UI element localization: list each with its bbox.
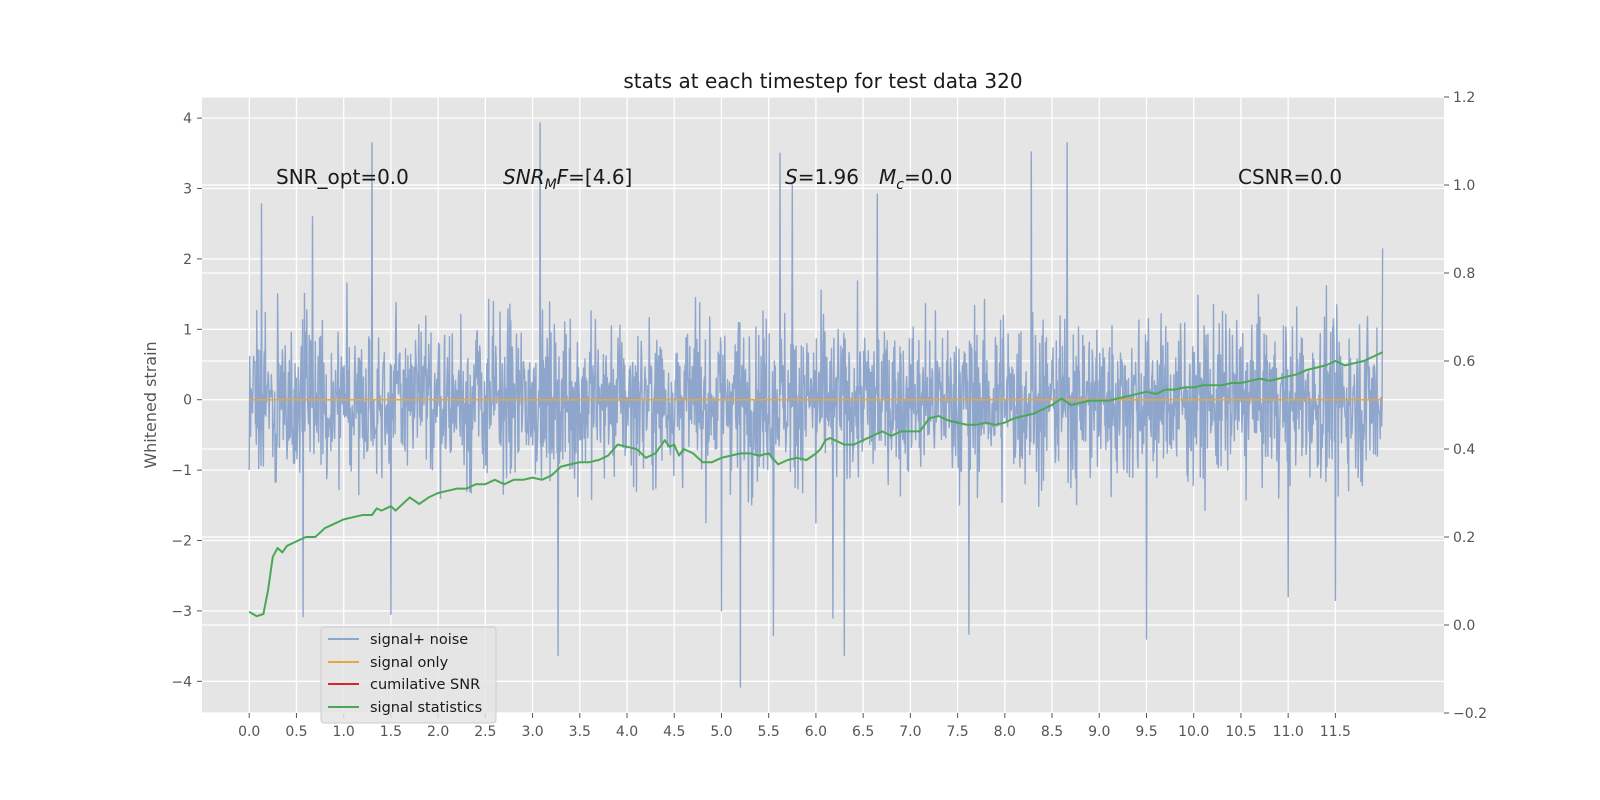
x-tick-label: 3.0 xyxy=(521,724,543,740)
x-tick-label: 10.5 xyxy=(1225,724,1256,740)
y-left-tick-label: −2 xyxy=(171,534,192,550)
signal-noise-line xyxy=(248,122,1384,688)
signal-statistics-line xyxy=(248,351,1384,618)
x-tick-label: 4.0 xyxy=(616,724,638,740)
x-tick-label: 1.0 xyxy=(333,724,355,740)
x-tick-label: 7.0 xyxy=(899,724,921,740)
x-tick-label: 9.0 xyxy=(1088,724,1110,740)
legend-label-signal-noise: signal+ noise xyxy=(370,632,468,648)
annotation-s: S=1.96 xyxy=(785,165,859,189)
x-tick-label: 11.5 xyxy=(1320,724,1351,740)
y-left-tick-label: −1 xyxy=(171,463,192,479)
y-right-tick-label: 1.2 xyxy=(1453,90,1475,106)
annotation-mc: Mc=0.0 xyxy=(879,165,953,193)
y-right-tick-label: 0.2 xyxy=(1453,530,1475,546)
annotation-csnr: CSNR=0.0 xyxy=(1238,165,1342,189)
y-axis-left-ticks: 4 3 2 1 0 −1 −2 −3 −4 xyxy=(171,111,202,690)
legend-label-signal-statistics: signal statistics xyxy=(370,700,482,716)
x-tick-label: 0.5 xyxy=(285,724,307,740)
x-tick-label: 8.0 xyxy=(994,724,1016,740)
annotation-snr-mf: SNRMF=[4.6] xyxy=(503,165,632,193)
x-tick-label: 2.0 xyxy=(427,724,449,740)
x-tick-label: 4.5 xyxy=(663,724,685,740)
x-tick-label: 9.5 xyxy=(1135,724,1157,740)
chart-title: stats at each timestep for test data 320 xyxy=(623,69,1022,93)
y-left-tick-label: 2 xyxy=(183,252,192,268)
x-axis-ticks: 0.0 0.5 1.0 1.5 2.0 2.5 3.0 3.5 4.0 4.5 5.0 5.5 6.0 6… xyxy=(238,713,1351,740)
y-right-tick-label: 0.4 xyxy=(1453,442,1475,458)
y-left-tick-label: 0 xyxy=(183,393,192,409)
y-axis-right-ticks: 1.2 1.0 0.8 0.6 0.4 0.2 0.0 −0.2 xyxy=(1444,90,1487,722)
legend: signal+ noise signal only cumilative SNR… xyxy=(320,626,497,724)
x-tick-label: 3.5 xyxy=(569,724,591,740)
y-right-tick-label: −0.2 xyxy=(1453,706,1487,722)
x-tick-label: 6.0 xyxy=(805,724,827,740)
y-left-tick-label: 1 xyxy=(183,322,192,338)
y-right-tick-label: 0.8 xyxy=(1453,266,1475,282)
y-left-tick-label: −3 xyxy=(171,604,192,620)
y-right-tick-label: 0.6 xyxy=(1453,354,1475,370)
y-left-tick-label: 4 xyxy=(183,111,192,127)
x-tick-label: 11.0 xyxy=(1273,724,1304,740)
legend-label-cumilative-snr: cumilative SNR xyxy=(370,677,480,693)
x-tick-label: 8.5 xyxy=(1041,724,1063,740)
y-right-tick-label: 1.0 xyxy=(1453,178,1475,194)
x-tick-label: 6.5 xyxy=(852,724,874,740)
annotation-snr-opt: SNR_opt=0.0 xyxy=(276,165,409,189)
series-signal-statistics xyxy=(248,351,1384,618)
x-tick-label: 5.0 xyxy=(710,724,732,740)
x-tick-label: 5.5 xyxy=(758,724,780,740)
legend-box xyxy=(320,626,497,724)
x-tick-label: 10.0 xyxy=(1178,724,1209,740)
x-tick-label: 1.5 xyxy=(380,724,402,740)
series-signal-noise xyxy=(248,122,1384,688)
y-left-tick-label: 3 xyxy=(183,182,192,198)
x-tick-label: 0.0 xyxy=(238,724,260,740)
y-right-tick-label: 0.0 xyxy=(1453,618,1475,634)
x-tick-label: 2.5 xyxy=(474,724,496,740)
legend-label-signal-only: signal only xyxy=(370,655,449,671)
y-axis-label: Whitened strain xyxy=(141,341,160,468)
x-tick-label: 7.5 xyxy=(946,724,968,740)
y-left-tick-label: −4 xyxy=(171,674,192,690)
